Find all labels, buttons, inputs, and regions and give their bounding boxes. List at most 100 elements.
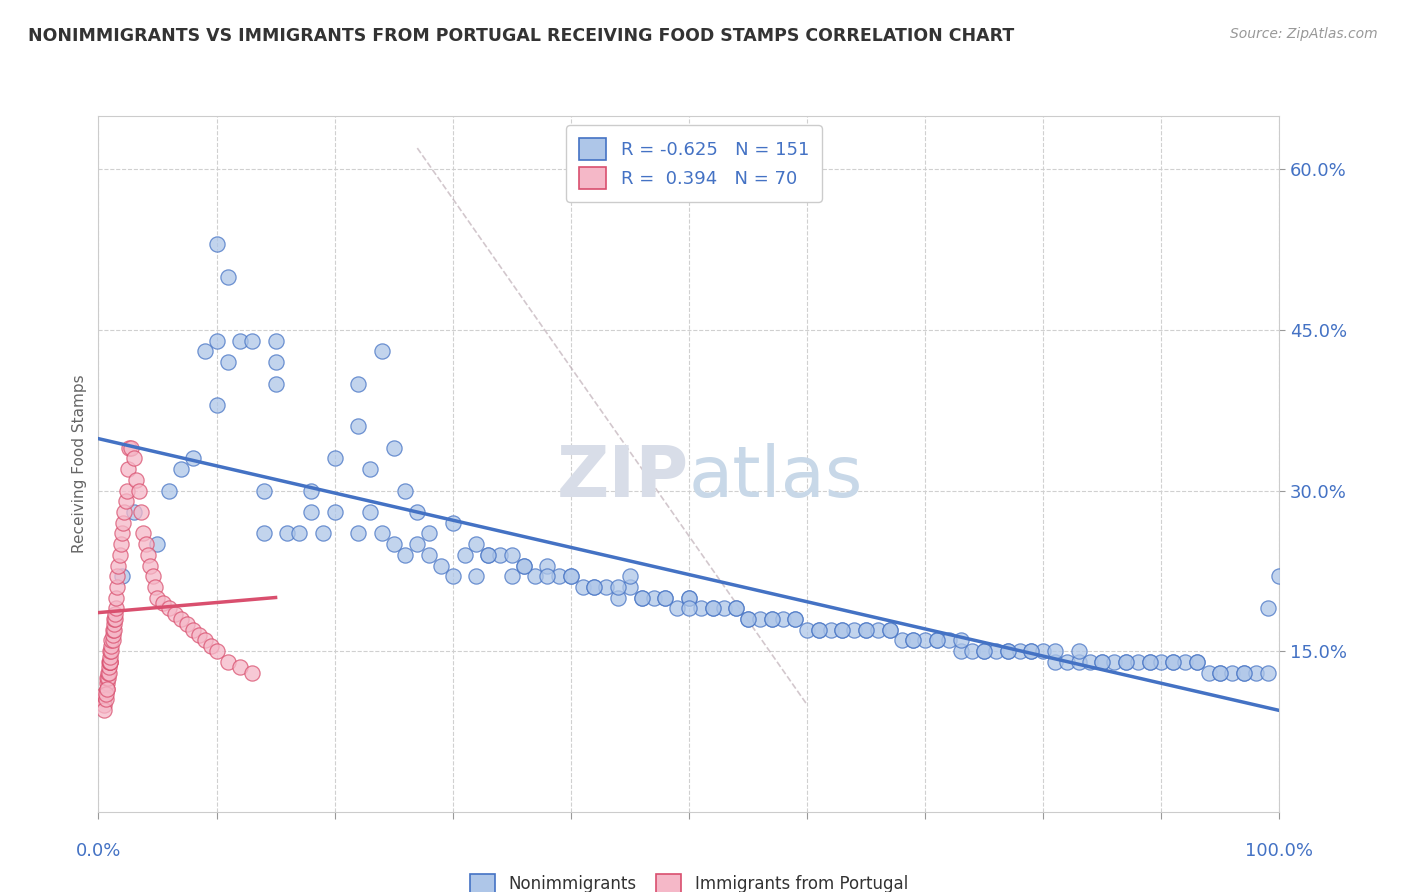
Point [903,633,925,648]
Point [103,623,125,637]
Point [323,451,346,466]
Point [453,548,475,562]
Point [465,569,488,583]
Point [607,591,630,605]
Point [104,612,127,626]
Point [129,505,152,519]
Point [101,628,124,642]
Point [98,660,121,674]
Point [217,655,239,669]
Point [105,569,128,583]
Point [678,591,700,605]
Point [560,569,582,583]
Point [118,441,141,455]
Point [146,537,169,551]
Point [110,537,132,551]
Point [347,419,370,434]
Point [1091,655,1114,669]
Point [1115,655,1137,669]
Point [702,601,724,615]
Point [136,548,159,562]
Point [925,633,948,648]
Point [98,649,121,664]
Point [903,633,925,648]
Point [103,612,125,626]
Point [240,334,263,348]
Point [984,644,1007,658]
Point [394,548,416,562]
Point [725,601,748,615]
Point [347,376,370,391]
Point [477,548,499,562]
Point [441,516,464,530]
Point [112,505,135,519]
Point [100,644,122,658]
Point [115,483,138,498]
Point [831,623,853,637]
Point [112,516,135,530]
Point [630,591,652,605]
Point [477,548,499,562]
Point [98,655,121,669]
Point [973,644,995,658]
Point [135,537,157,551]
Point [761,612,783,626]
Point [1067,655,1090,669]
Point [253,483,276,498]
Point [583,580,606,594]
Point [1233,665,1256,680]
Point [217,355,239,369]
Point [406,537,429,551]
Point [866,623,889,637]
Point [807,623,830,637]
Point [1139,655,1161,669]
Point [371,344,394,359]
Point [103,617,125,632]
Point [229,334,252,348]
Point [1032,644,1054,658]
Point [737,612,759,626]
Point [418,526,440,541]
Point [181,451,204,466]
Point [299,505,322,519]
Point [93,698,115,712]
Point [430,558,453,573]
Point [382,537,405,551]
Point [100,639,122,653]
Point [98,655,121,669]
Point [359,462,381,476]
Point [128,483,150,498]
Point [152,596,174,610]
Point [157,483,180,498]
Text: atlas: atlas [689,443,863,512]
Y-axis label: Receiving Food Stamps: Receiving Food Stamps [72,375,87,553]
Point [737,612,759,626]
Legend: Nonimmigrants, Immigrants from Portugal: Nonimmigrants, Immigrants from Portugal [461,865,917,892]
Point [299,483,322,498]
Point [501,548,523,562]
Point [914,633,936,648]
Point [1198,665,1220,680]
Point [146,591,169,605]
Point [139,558,162,573]
Point [94,692,117,706]
Point [807,623,830,637]
Point [105,601,128,615]
Point [1161,655,1184,669]
Point [229,660,252,674]
Point [1257,601,1279,615]
Point [205,644,228,658]
Point [194,633,217,648]
Point [121,441,143,455]
Text: 0.0%: 0.0% [76,842,121,860]
Point [165,607,187,621]
Point [1139,655,1161,669]
Text: 100.0%: 100.0% [1246,842,1313,860]
Point [394,483,416,498]
Point [1126,655,1149,669]
Text: Source: ZipAtlas.com: Source: ZipAtlas.com [1230,27,1378,41]
Point [312,526,335,541]
Point [98,655,121,669]
Point [785,612,807,626]
Point [501,569,523,583]
